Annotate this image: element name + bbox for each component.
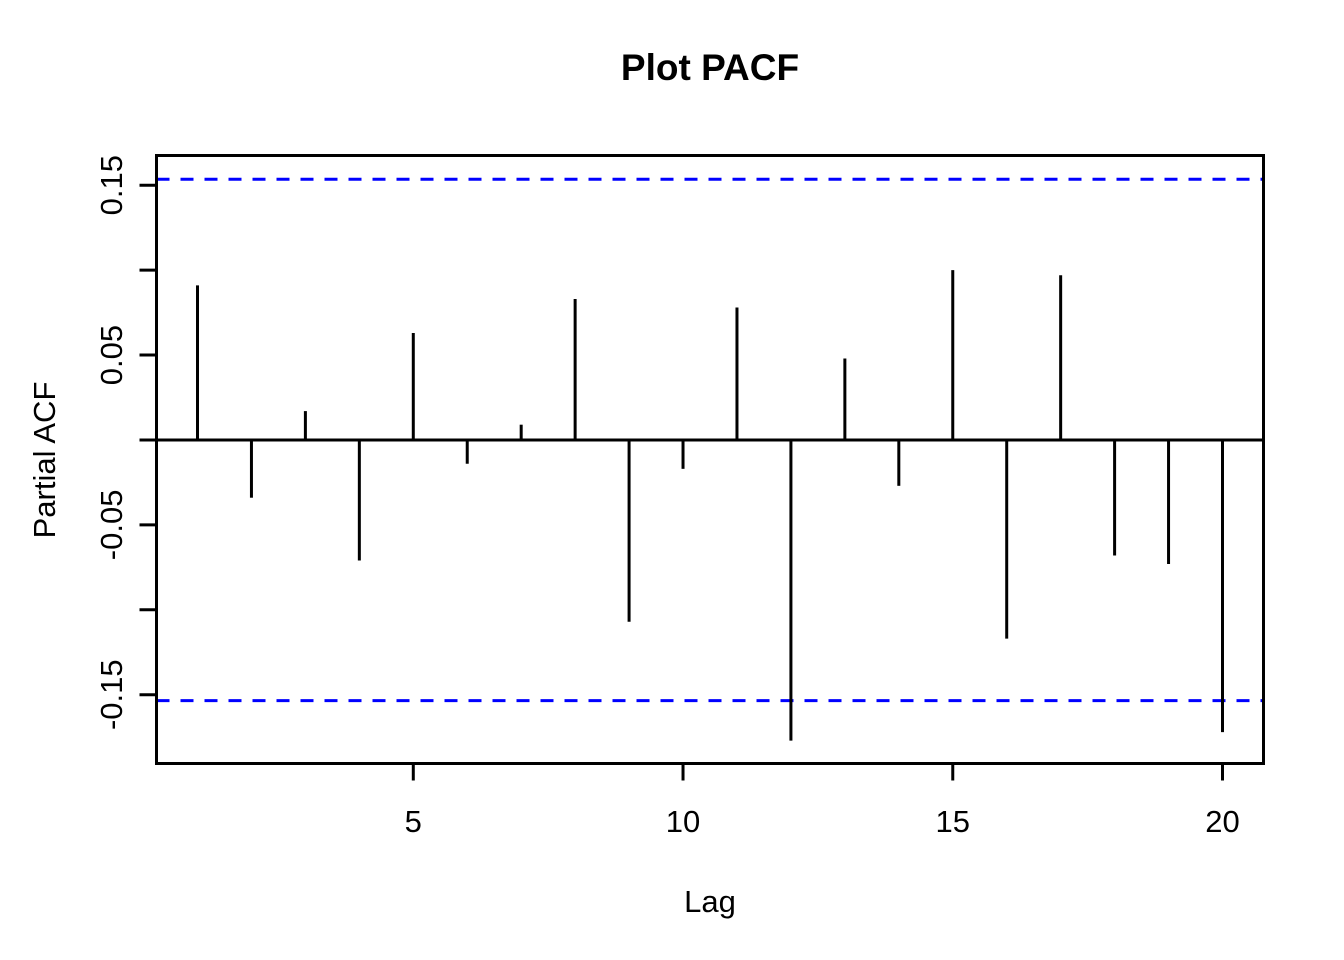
y-tick-label-0.05: 0.05 xyxy=(94,325,129,385)
y-tick-label--0.15: -0.15 xyxy=(94,659,129,730)
y-tick-label-0.15: 0.15 xyxy=(94,155,129,215)
x-tick-label-15: 15 xyxy=(936,804,970,839)
x-axis-title: Lag xyxy=(684,884,736,919)
x-tick-label-20: 20 xyxy=(1205,804,1239,839)
y-axis-title: Partial ACF xyxy=(27,382,62,539)
plot-border xyxy=(155,154,1265,765)
y-tick-label--0.05: -0.05 xyxy=(94,490,129,561)
chart-title: Plot PACF xyxy=(621,47,799,88)
x-tick-label-10: 10 xyxy=(666,804,700,839)
x-tick-label-5: 5 xyxy=(405,804,422,839)
